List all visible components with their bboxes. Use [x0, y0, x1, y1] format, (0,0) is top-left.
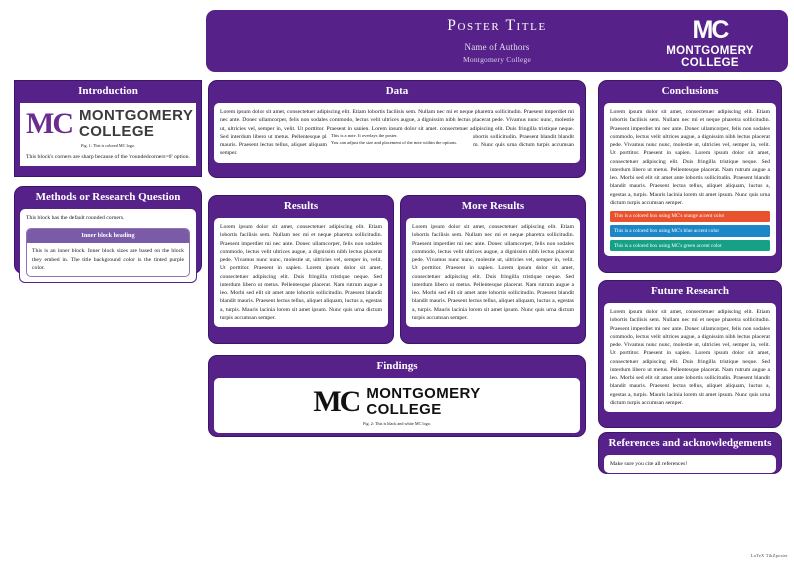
block-title-findings: Findings: [376, 360, 418, 372]
block-body-more-results: Lorem ipsum dolor sit amet, consectetuer…: [405, 217, 581, 329]
logo-wordmark: MONTGOMERY COLLEGE: [79, 108, 193, 140]
figure-colored-mc-logo: MC MONTGOMERY COLLEGE Fig. 1: This is co…: [26, 108, 193, 149]
montgomery-college-logo-color: MC MONTGOMERY COLLEGE: [26, 108, 193, 140]
block-title-references: References and acknowledgements: [608, 437, 772, 449]
block-title-data: Data: [385, 85, 409, 97]
accent-box-list: This is a colored box using MC's orange …: [610, 210, 770, 252]
figure-caption-1: Fig. 1: This is colored MC logo.: [81, 142, 135, 148]
mc-monogram-icon: MC: [26, 106, 74, 140]
latex-watermark: LaTeX TikZposter: [750, 553, 788, 558]
inner-block: Inner block heading This is an inner blo…: [26, 228, 190, 278]
block-introduction: Introduction MC MONTGOMERY COLLEGE Fig. …: [14, 80, 202, 177]
inner-block-text: This is an inner block. Inner block size…: [32, 248, 184, 271]
montgomery-college-logo-white: MC MONTGOMERY COLLEGE: [654, 16, 766, 69]
poster-title-banner: Poster Title Name of Authors Montgomery …: [206, 10, 788, 72]
block-body-findings: MC MONTGOMERY COLLEGE Fig. 2: This is bl…: [213, 377, 581, 434]
block-references-and-acknowledgements: References and acknowledgements Make sur…: [598, 432, 782, 475]
block-title-conclusions: Conclusions: [661, 85, 719, 97]
block-title-more-results: More Results: [461, 200, 525, 212]
note-line-1: This is a note. It overlays the poster.: [331, 133, 398, 138]
accent-box-1: This is a colored box using MC's orange …: [610, 210, 770, 222]
block-title-introduction: Introduction: [78, 85, 138, 97]
accent-box-2: This is a colored box using MC's blue ac…: [610, 225, 770, 237]
logo-word-montgomery: MONTGOMERY: [366, 385, 481, 402]
block-body-references: Make sure you cite all references!: [603, 454, 777, 475]
overlay-note: This is a note. It overlays the poster. …: [327, 130, 473, 150]
methods-text: This block has the default rounded corne…: [26, 215, 125, 221]
block-future-research: Future Research Lorem ipsum dolor sit am…: [598, 280, 782, 428]
author-names: Name of Authors: [464, 42, 530, 52]
figure-bw-mc-logo: MC MONTGOMERY COLLEGE Fig. 2: This is bl…: [220, 386, 574, 427]
block-body-conclusions: Lorem ipsum dolor sit amet, consectetuer…: [603, 102, 777, 258]
block-findings: Findings MC MONTGOMERY COLLEGE Fig. 2: T…: [208, 355, 586, 437]
block-body-future-research: Lorem ipsum dolor sit amet, consectetuer…: [603, 302, 777, 414]
inner-block-heading: Inner block heading: [27, 229, 189, 244]
title-text-group: Poster Title Name of Authors Montgomery …: [206, 10, 788, 64]
block-title-methods: Methods or Research Question: [35, 191, 181, 203]
block-more-results: More Results Lorem ipsum dolor sit amet,…: [400, 195, 586, 344]
montgomery-college-logo-blackwhite: MC MONTGOMERY COLLEGE: [313, 386, 480, 418]
block-data: Data Lorem ipsum dolor sit amet, consect…: [208, 80, 586, 178]
block-results: Results Lorem ipsum dolor sit amet, cons…: [208, 195, 394, 344]
block-conclusions: Conclusions Lorem ipsum dolor sit amet, …: [598, 80, 782, 273]
accent-box-3: This is a colored box using MC's green a…: [610, 240, 770, 252]
introduction-text: This block's corners are sharp because o…: [26, 153, 190, 160]
block-body-methods: This block has the default rounded corne…: [19, 208, 197, 284]
logo-word-montgomery: MONTGOMERY: [666, 44, 754, 57]
block-title-future-research: Future Research: [650, 285, 730, 297]
mc-monogram-icon: MC: [692, 16, 730, 44]
block-title-results: Results: [283, 200, 319, 212]
block-body-introduction: MC MONTGOMERY COLLEGE Fig. 1: This is co…: [19, 102, 197, 167]
logo-wordmark: MONTGOMERY COLLEGE: [366, 386, 480, 418]
logo-word-college: COLLEGE: [681, 56, 739, 69]
logo-word-college: COLLEGE: [366, 400, 442, 418]
conclusions-text: Lorem ipsum dolor sit amet, consectetuer…: [610, 109, 770, 206]
block-methods-or-research-question: Methods or Research Question This block …: [14, 186, 202, 284]
note-line-2: You can adjust the size and placement of…: [331, 139, 458, 145]
institute-name: Montgomery College: [463, 55, 531, 64]
mc-monogram-icon: MC: [313, 384, 361, 418]
logo-word-college: COLLEGE: [78, 122, 155, 140]
logo-word-montgomery: MONTGOMERY: [78, 107, 194, 124]
figure-caption-2: Fig. 2: This is black and white MC logo.: [363, 420, 431, 426]
page-title: Poster Title: [447, 17, 547, 34]
block-body-results: Lorem ipsum dolor sit amet, consectetuer…: [213, 217, 389, 329]
